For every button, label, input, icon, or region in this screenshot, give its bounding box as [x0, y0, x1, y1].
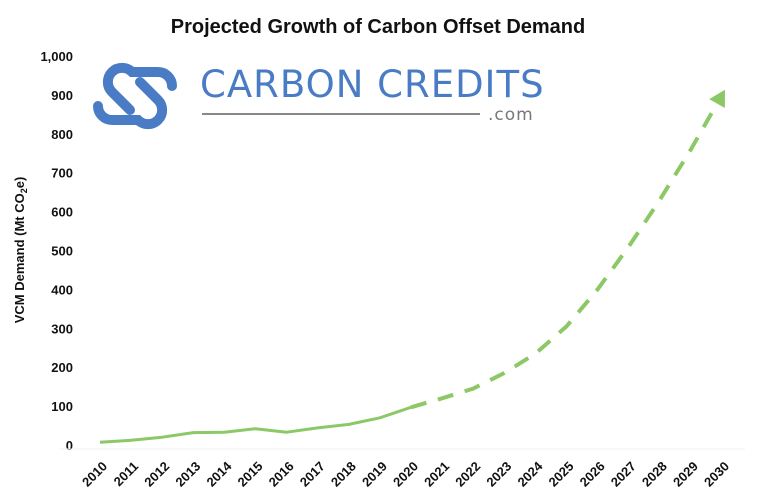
logo-name: CARBON CREDITS [200, 63, 545, 106]
y-tick-label: 1,000 [40, 49, 73, 64]
y-tick-label: 300 [51, 321, 73, 336]
carbon-credits-logo: CARBON CREDITS .com [93, 62, 545, 130]
projected-series-line [410, 93, 724, 410]
x-tick-label: 2027 [608, 459, 639, 490]
x-tick-label: 2022 [452, 459, 483, 490]
y-tick-label: 600 [51, 205, 73, 220]
x-tick-label: 2011 [111, 459, 142, 490]
y-axis-label: VCM Demand (Mt CO2e) [12, 177, 29, 324]
x-tick-label: 2013 [172, 459, 203, 490]
x-tick-label: 2026 [577, 459, 608, 490]
y-tick-label: 700 [51, 166, 73, 181]
x-tick-label: 2021 [421, 459, 452, 490]
logo-suffix: .com [488, 105, 534, 125]
x-tick-label: 2024 [514, 458, 546, 490]
x-tick-label: 2010 [79, 459, 110, 490]
x-tick-label: 2028 [639, 459, 670, 490]
chart-title: Projected Growth of Carbon Offset Demand [171, 16, 585, 38]
x-tick-label: 2012 [141, 459, 172, 490]
x-tick-label: 2017 [297, 459, 328, 490]
x-tick-label: 2016 [266, 459, 297, 490]
y-tick-label: 0 [66, 438, 73, 453]
y-tick-label: 200 [51, 360, 73, 375]
x-tick-label: 2018 [328, 459, 359, 490]
x-tick-label: 2019 [359, 459, 390, 490]
x-tick-label: 2014 [203, 458, 235, 490]
x-tick-label: 2020 [390, 459, 421, 490]
x-tick-label: 2015 [235, 459, 266, 490]
y-tick-label: 500 [51, 244, 73, 259]
x-tick-label: 2023 [483, 459, 514, 490]
arrowhead-icon [709, 89, 725, 109]
y-tick-label: 100 [51, 399, 73, 414]
x-tick-label: 2025 [546, 459, 577, 490]
x-tick-label: 2030 [701, 459, 732, 490]
logo-link-icon [102, 62, 177, 115]
logo-link-icon [93, 77, 168, 130]
y-tick-label: 900 [51, 88, 73, 103]
y-tick-label: 800 [51, 127, 73, 142]
historical-series-line [99, 405, 412, 444]
y-tick-label: 400 [51, 282, 73, 297]
x-tick-label: 2029 [670, 459, 701, 490]
